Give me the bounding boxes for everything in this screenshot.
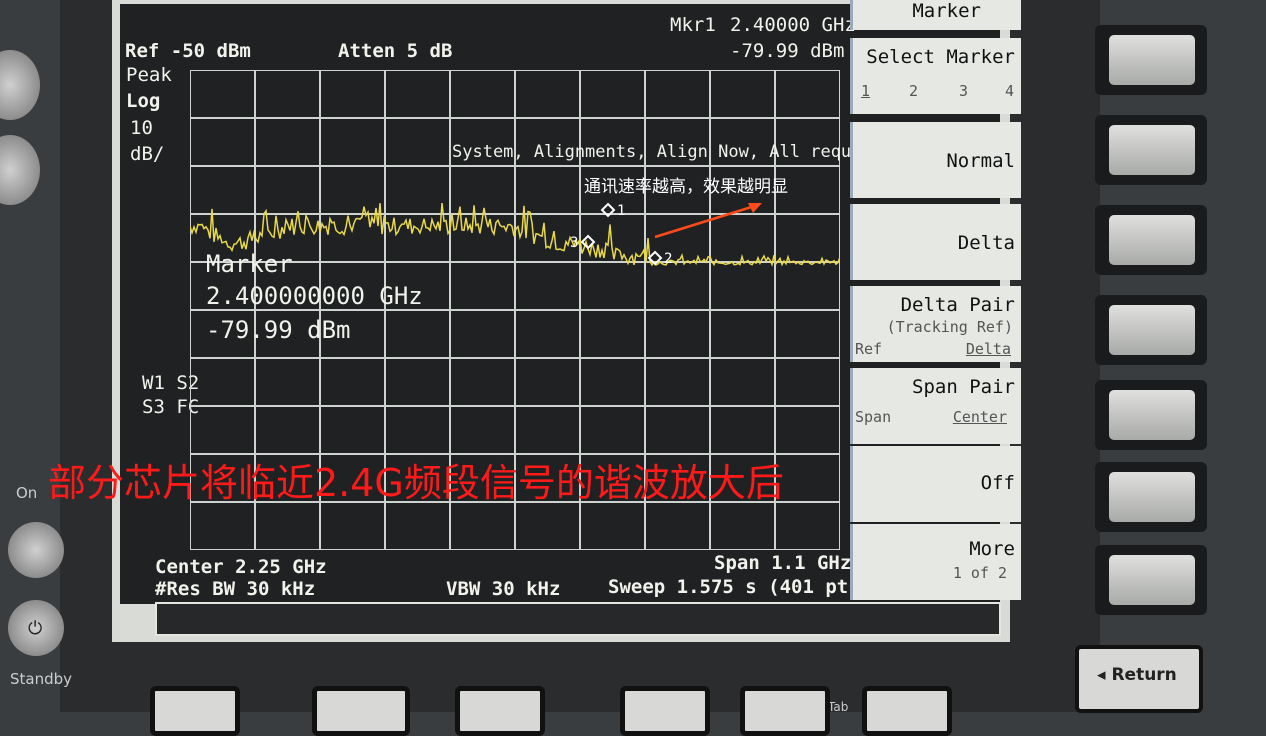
- arrow-key-2[interactable]: [740, 686, 830, 736]
- marker-number: 3: [570, 235, 578, 251]
- left-knob-1[interactable]: [0, 50, 40, 120]
- marker-level: -79.99 dBm: [730, 40, 845, 62]
- span: Span 1.1 GHz: [714, 552, 852, 574]
- softkey-span-pair[interactable]: Span Pair Span Center: [850, 368, 1021, 444]
- softkey-hard-button-4[interactable]: [1095, 295, 1207, 365]
- reference-level: Ref -50 dBm: [125, 40, 251, 62]
- softkey-menu-title: Marker: [850, 0, 1021, 30]
- marker-number: 2: [664, 251, 672, 267]
- marker-readout-level: -79.99 dBm: [206, 316, 351, 344]
- resolution-bandwidth: #Res BW 30 kHz: [155, 578, 316, 600]
- power-icon: ⏻: [28, 618, 43, 639]
- annotation-top: 通讯速率越高，效果越明显: [584, 177, 788, 197]
- help-key[interactable]: [150, 686, 240, 736]
- standby-button[interactable]: [8, 600, 64, 656]
- center-frequency: Center 2.25 GHz: [155, 556, 327, 578]
- softkey-hard-button-6[interactable]: [1095, 462, 1207, 532]
- softkey-delta-pair[interactable]: Delta Pair (Tracking Ref) Ref Delta: [850, 286, 1021, 362]
- scale-unit: dB/: [130, 143, 165, 165]
- marker-diamond[interactable]: [647, 250, 663, 266]
- marker-readout-title: Marker: [206, 250, 293, 278]
- graticule: 1 2 3: [190, 70, 840, 550]
- next-key[interactable]: [312, 686, 410, 736]
- softkey-hard-button-1[interactable]: [1095, 25, 1207, 95]
- softkey-hard-button-5[interactable]: [1095, 380, 1207, 450]
- arrow-icon: [654, 203, 762, 239]
- tab-key[interactable]: [862, 686, 952, 736]
- attenuation: Atten 5 dB: [338, 40, 453, 62]
- softkey-delta[interactable]: Delta: [850, 204, 1021, 280]
- softkey-hard-button-2[interactable]: [1095, 115, 1207, 185]
- on-button[interactable]: [8, 522, 64, 578]
- trace-state-1: W1 S2: [142, 372, 200, 394]
- softkey-normal[interactable]: Normal: [850, 122, 1021, 198]
- system-message: System, Alignments, Align Now, All requi…: [452, 142, 893, 162]
- standby-label: Standby: [10, 670, 73, 688]
- video-bandwidth: VBW 30 kHz: [446, 578, 561, 600]
- softkey-hard-button-3[interactable]: [1095, 205, 1207, 275]
- scale-per-div: 10: [130, 117, 153, 139]
- on-label: On: [16, 484, 38, 502]
- return-button[interactable]: ◂ Return: [1075, 645, 1203, 713]
- marker-diamond[interactable]: [580, 234, 596, 250]
- left-knob-2[interactable]: [0, 135, 40, 205]
- marker-frequency: 2.40000 GHz: [730, 14, 856, 36]
- zoom-key[interactable]: [455, 686, 545, 736]
- annotation-bottom: 部分芯片将临近2.4G频段信号的谐波放大后: [48, 461, 784, 505]
- spectrum-trace: [190, 203, 840, 267]
- trace-state-2: S3 FC: [142, 396, 200, 418]
- marker-diamond[interactable]: [600, 202, 616, 218]
- marker-number: 1: [617, 203, 625, 219]
- detector-label: Peak: [126, 64, 172, 86]
- tab-label: Tab: [828, 700, 849, 714]
- softkey-hard-button-7[interactable]: [1095, 545, 1207, 615]
- scale-type: Log: [126, 90, 161, 112]
- marker-readout-frequency: 2.400000000 GHz: [206, 282, 423, 310]
- arrow-key-1[interactable]: [620, 686, 710, 736]
- marker-label: Mkr1: [670, 14, 716, 36]
- message-bar: [155, 602, 1001, 636]
- softkey-more[interactable]: More 1 of 2: [850, 524, 1021, 600]
- sweep-time: Sweep 1.575 s (401 pts): [608, 576, 872, 598]
- softkey-off[interactable]: Off: [850, 446, 1021, 522]
